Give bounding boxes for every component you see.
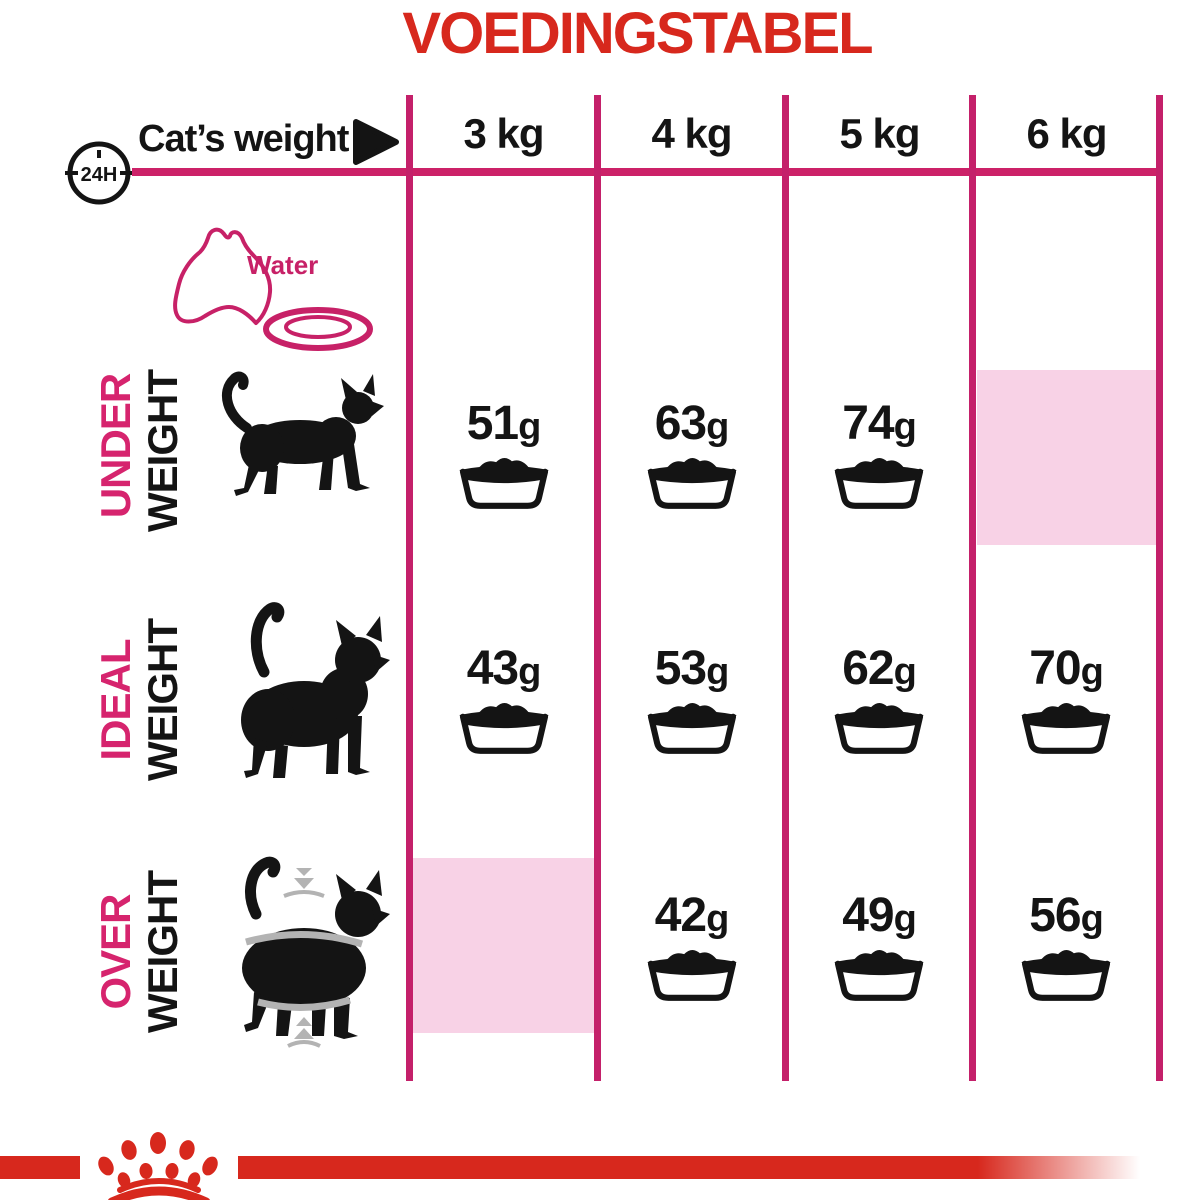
row-label-over: OVER [92,894,139,1010]
row-header-label: Cat’s weight [138,118,349,160]
cell-ideal-3kg: 43g [413,642,594,757]
bowl-icon [646,458,737,509]
column-header-4kg: 4 kg [651,110,732,157]
cat-overweight-icon [242,856,390,1048]
column-divider [969,95,976,1081]
column-header-6kg: 6 kg [1026,110,1107,157]
clock-label: 24H [81,164,118,186]
bowl-icon [834,458,924,509]
portion-value: 62g [842,642,917,695]
portion-value: 70g [1029,642,1104,695]
cat-idealweight-icon [241,602,390,778]
bowl-icon [1021,950,1111,1001]
portion-value: 56g [1029,889,1104,942]
cell-ideal-6kg: 70g [976,642,1156,757]
portion-value: 51g [466,397,542,450]
portion-value: 43g [466,642,542,695]
footer-bar [238,1156,1140,1179]
portion-value: 49g [842,889,917,942]
header-divider-line [132,168,1163,176]
bowl-icon [458,703,549,754]
column-header-5kg: 5 kg [839,110,920,157]
cell-under-3kg: 51g [413,397,594,512]
row-label-under-weight: WEIGHT [139,370,186,532]
row-label-over-weight: WEIGHT [139,871,186,1033]
royal-canin-crown-logo [98,1132,218,1200]
column-divider [406,95,413,1081]
water-label: Water [247,250,319,280]
portion-value: 53g [654,642,730,695]
page-title: VOEDINGSTABEL [402,1,873,66]
clock-24h-icon: 24H [65,141,133,205]
arrow-right-icon [353,119,399,165]
column-divider [1156,95,1163,1081]
cell-over-5kg: 49g [789,889,969,1004]
bowl-icon [646,950,737,1001]
cell-over-6kg: 56g [976,889,1156,1004]
cell-over-4kg: 42g [601,889,782,1004]
cat-underweight-icon [221,371,384,496]
bowl-icon [834,703,924,754]
compression-arrows-icon [245,868,364,1048]
cell-ideal-4kg: 53g [601,642,782,757]
bowl-icon [646,703,737,754]
row-label-ideal: IDEAL [92,639,139,761]
cell-under-4kg: 63g [601,397,782,512]
row-label-under: UNDER [92,373,139,519]
row-label-ideal-weight: WEIGHT [139,619,186,781]
highlight-cell-underweight-6kg [977,370,1156,545]
cell-under-5kg: 74g [789,397,969,512]
portion-value: 63g [654,397,730,450]
column-header-3kg: 3 kg [463,110,544,157]
footer-bar [0,1156,80,1179]
bowl-icon [834,950,924,1001]
cell-ideal-5kg: 62g [789,642,969,757]
highlight-cell-overweight-3kg [413,858,594,1033]
column-divider [594,95,601,1081]
portion-value: 74g [842,397,917,450]
water-icon [173,227,373,351]
portion-value: 42g [654,889,730,942]
bowl-icon [1021,703,1111,754]
column-divider [782,95,789,1081]
bowl-icon [458,458,549,509]
